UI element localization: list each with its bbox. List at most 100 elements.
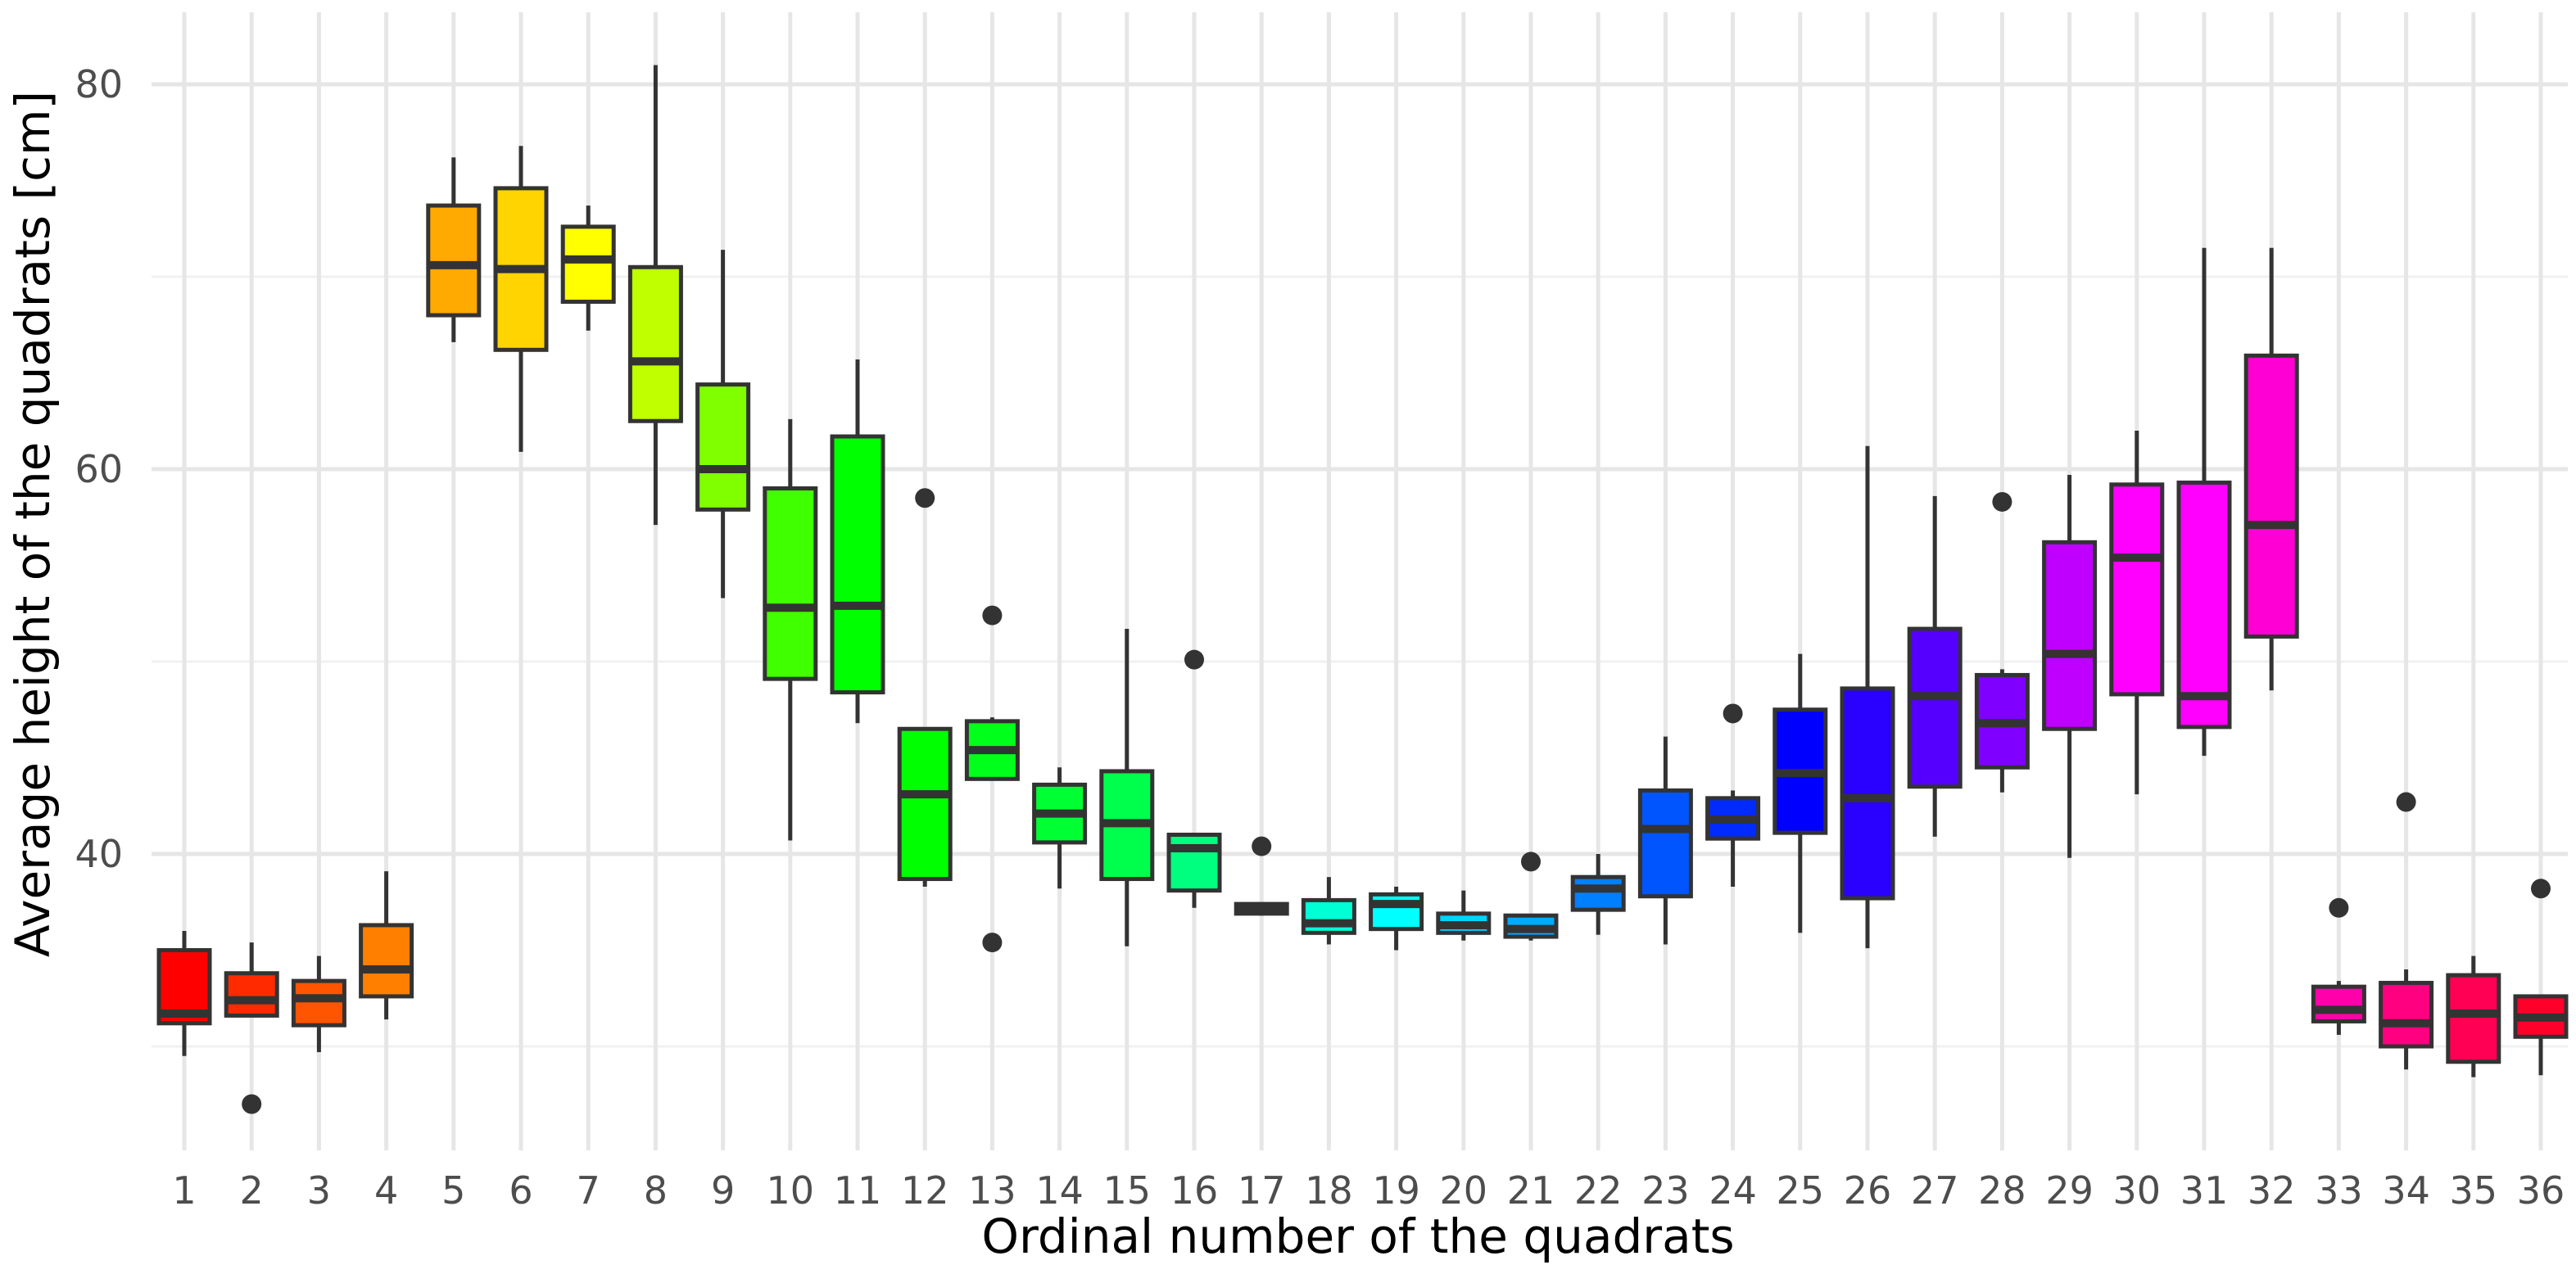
x-tick-label: 33	[2315, 1168, 2363, 1213]
box-body	[224, 971, 279, 1018]
box-18	[1301, 877, 1356, 945]
outlier-point	[2396, 792, 2416, 812]
x-tick-label: 6	[509, 1168, 532, 1213]
box-body	[1166, 833, 1222, 893]
x-tick-label: 20	[1440, 1168, 1488, 1213]
box-body	[1369, 892, 1424, 932]
box-6	[493, 146, 549, 452]
x-tick-label: 8	[644, 1168, 668, 1213]
x-tick-label: 14	[1035, 1168, 1084, 1213]
box-body	[1840, 686, 1895, 901]
x-tick-label: 25	[1777, 1168, 1825, 1213]
outlier-point	[2329, 897, 2349, 918]
box-7	[560, 206, 616, 331]
outlier-point	[1992, 491, 2012, 512]
box-4	[359, 871, 414, 1020]
x-tick-label: 19	[1372, 1168, 1420, 1213]
x-tick-label: 13	[968, 1168, 1016, 1213]
outlier-point	[1252, 836, 1272, 856]
box-1	[156, 931, 212, 1056]
x-tick-label: 27	[1911, 1168, 1959, 1213]
box-body	[291, 978, 346, 1028]
box-body	[627, 264, 683, 423]
x-tick-label: 5	[441, 1168, 465, 1213]
box-body	[359, 923, 414, 999]
box-35	[2446, 955, 2501, 1077]
box-body	[830, 434, 885, 695]
box-14	[1032, 767, 1088, 889]
box-29	[2042, 475, 2098, 858]
outlier-point	[1184, 649, 1204, 670]
box-body	[2109, 482, 2165, 697]
box-16	[1166, 649, 1222, 908]
box-34	[2379, 792, 2434, 1070]
box-body	[2379, 980, 2434, 1049]
box-body	[1907, 626, 1963, 789]
x-tick-label: 30	[2113, 1168, 2162, 1213]
x-tick-label: 32	[2248, 1168, 2296, 1213]
box-body	[763, 486, 818, 681]
box-33	[2311, 897, 2366, 1035]
box-21	[1503, 852, 1559, 941]
outlier-point	[915, 488, 935, 508]
box-3	[291, 955, 346, 1053]
box-body	[2042, 540, 2098, 731]
y-tick-label: 40	[75, 832, 123, 876]
y-axis-title: Average height of the quadrats [cm]	[5, 91, 61, 957]
x-tick-label: 34	[2382, 1168, 2430, 1213]
box-15	[1099, 629, 1155, 946]
y-axis-ticks: 40 60 80	[75, 62, 123, 876]
box-body	[2176, 480, 2232, 730]
box-24	[1705, 703, 1761, 887]
box-body	[560, 224, 616, 305]
x-tick-label: 22	[1574, 1168, 1623, 1213]
x-tick-label: 26	[1844, 1168, 1892, 1213]
box-11	[830, 359, 885, 724]
box-body	[1301, 897, 1356, 935]
box-25	[1772, 653, 1828, 933]
box-31	[2176, 247, 2232, 757]
x-tick-label: 7	[577, 1168, 600, 1213]
x-tick-label: 10	[767, 1168, 815, 1213]
box-2	[224, 942, 279, 1114]
x-tick-label: 31	[2180, 1168, 2229, 1213]
x-tick-label: 16	[1170, 1168, 1219, 1213]
box-26	[1840, 445, 1895, 949]
x-tick-label: 9	[711, 1168, 735, 1213]
x-tick-label: 36	[2517, 1168, 2565, 1213]
x-tick-label: 17	[1238, 1168, 1286, 1213]
outlier-point	[982, 605, 1003, 626]
box-17	[1234, 836, 1289, 916]
x-tick-label: 11	[834, 1168, 882, 1213]
box-30	[2109, 431, 2165, 795]
outlier-point	[982, 933, 1003, 953]
outlier-point	[1723, 703, 1743, 724]
box-body	[2446, 973, 2501, 1064]
x-tick-label: 35	[2450, 1168, 2498, 1213]
x-tick-label: 28	[1978, 1168, 2026, 1213]
x-tick-label: 23	[1641, 1168, 1690, 1213]
box-body	[695, 382, 751, 512]
x-tick-label: 1	[172, 1168, 196, 1213]
x-tick-label: 12	[901, 1168, 949, 1213]
y-tick-label: 80	[75, 62, 123, 106]
x-tick-label: 18	[1305, 1168, 1353, 1213]
outlier-point	[242, 1094, 262, 1114]
boxes	[156, 65, 2569, 1114]
box-12	[897, 488, 953, 887]
box-body	[2243, 353, 2299, 639]
x-tick-label: 3	[307, 1168, 331, 1213]
box-body	[1637, 788, 1693, 899]
box-5	[426, 157, 482, 342]
x-axis-title: Ordinal number of the quadrats	[981, 1208, 1734, 1264]
box-20	[1436, 890, 1492, 941]
box-22	[1570, 854, 1626, 935]
box-32	[2243, 247, 2299, 691]
x-tick-label: 2	[240, 1168, 264, 1213]
x-tick-label: 21	[1507, 1168, 1555, 1213]
box-8	[627, 65, 683, 526]
box-body	[426, 203, 482, 318]
box-36	[2513, 879, 2569, 1076]
